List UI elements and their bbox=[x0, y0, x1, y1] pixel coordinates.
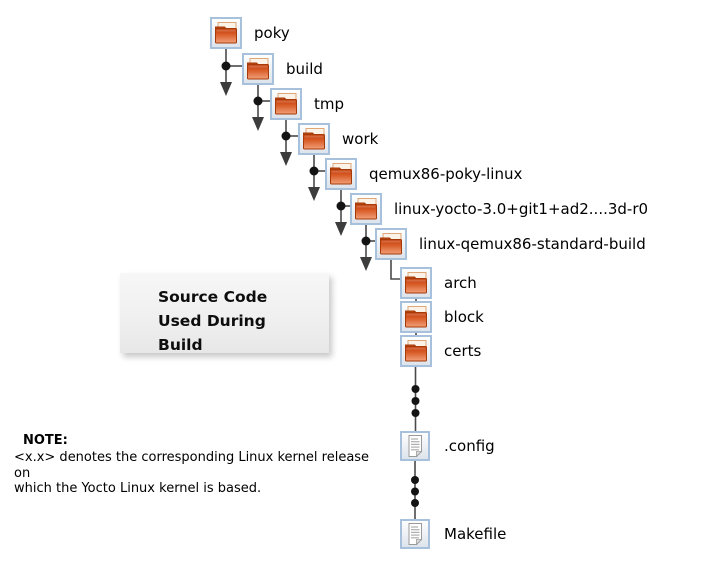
tree-node-label: .config bbox=[444, 437, 495, 455]
note: NOTE: <x.x> denotes the corresponding Li… bbox=[14, 433, 386, 497]
folder-icon bbox=[210, 17, 242, 49]
down-arrow-icon bbox=[308, 187, 320, 201]
junction-dot bbox=[361, 236, 371, 246]
folder-icon bbox=[270, 88, 302, 120]
callout-source-code: Source Code Used During Build bbox=[120, 273, 329, 354]
tree-node-linux-qemux86-standard-build: linux-qemux86-standard-build bbox=[375, 228, 646, 260]
folder-icon bbox=[375, 228, 407, 260]
tree-node-makefile: Makefile bbox=[400, 519, 506, 549]
tree-node-label: certs bbox=[444, 342, 482, 360]
tree-node-tmp: tmp bbox=[270, 88, 344, 120]
folder-icon bbox=[400, 267, 432, 299]
tree-node-label: linux-yocto-3.0+git1+ad2....3d-r0 bbox=[394, 200, 649, 218]
tree-node-arch: arch bbox=[400, 267, 477, 299]
folder-icon bbox=[350, 193, 382, 225]
folder-icon bbox=[400, 301, 432, 333]
down-arrow-icon bbox=[252, 117, 264, 131]
down-arrow-icon bbox=[220, 82, 232, 96]
note-body: <x.x> denotes the corresponding Linux ke… bbox=[14, 450, 370, 496]
tree-node-label: linux-qemux86-standard-build bbox=[419, 235, 646, 253]
junction-dot bbox=[221, 61, 231, 71]
tree-node-qemux86-poky-linux: qemux86-poky-linux bbox=[325, 158, 522, 190]
tree-node-label: tmp bbox=[314, 95, 345, 113]
note-heading: NOTE: bbox=[23, 433, 68, 448]
tree-node-block: block bbox=[400, 301, 484, 333]
tree-node-work: work bbox=[298, 123, 378, 155]
file-icon bbox=[400, 431, 430, 461]
down-arrow-icon bbox=[280, 152, 292, 166]
tree-node-label: poky bbox=[254, 24, 290, 42]
tree-node-linux-yocto: linux-yocto-3.0+git1+ad2....3d-r0 bbox=[350, 193, 648, 225]
tree-node-label: Makefile bbox=[444, 525, 507, 543]
tree-node-certs: certs bbox=[400, 335, 481, 367]
tree-node-config: .config bbox=[400, 431, 495, 461]
junction-dot bbox=[253, 96, 263, 106]
junction-dot bbox=[281, 131, 291, 141]
folder-icon bbox=[298, 123, 330, 155]
tree-node-build: build bbox=[242, 53, 323, 85]
junction-dot bbox=[336, 201, 346, 211]
tree-node-poky: poky bbox=[210, 17, 290, 49]
down-arrow-icon bbox=[335, 222, 347, 236]
tree-node-label: arch bbox=[444, 274, 477, 292]
file-icon bbox=[400, 519, 430, 549]
folder-icon bbox=[325, 158, 357, 190]
folder-icon bbox=[400, 335, 432, 367]
ellipsis-dots-config-makefile bbox=[411, 476, 419, 507]
junction-dot bbox=[309, 166, 319, 176]
tree-node-label: qemux86-poky-linux bbox=[369, 165, 523, 183]
tree-node-label: block bbox=[444, 308, 484, 326]
folder-icon bbox=[242, 53, 274, 85]
ellipsis-dots-certs-config bbox=[411, 385, 420, 417]
tree-node-label: build bbox=[286, 60, 323, 78]
down-arrow-icon bbox=[360, 257, 372, 271]
tree-node-label: work bbox=[342, 130, 379, 148]
connector-linuxqemux86-arch bbox=[390, 260, 400, 280]
